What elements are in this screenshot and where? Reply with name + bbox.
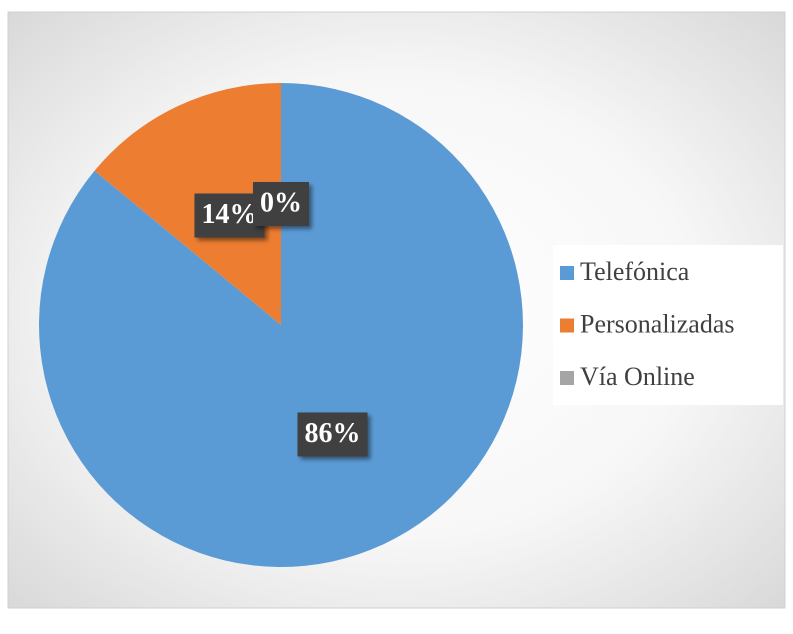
data-label: 14%	[194, 193, 265, 238]
data-label-box	[297, 412, 368, 457]
data-label-box	[194, 193, 265, 238]
legend-swatch	[560, 266, 574, 280]
legend-box	[553, 245, 783, 405]
data-label-text: 86%	[305, 418, 361, 449]
legend-label: Telefónica	[580, 257, 690, 286]
data-label-box	[253, 182, 309, 226]
legend-swatch	[560, 318, 574, 333]
data-label: 0%	[253, 182, 309, 226]
legend-label: Vía Online	[580, 362, 695, 391]
pie-slice	[94, 83, 281, 325]
legend-label: Personalizadas	[580, 309, 735, 338]
data-label-text: 0%	[260, 187, 302, 218]
legend-swatch	[560, 371, 574, 385]
data-label: 86%	[297, 412, 368, 457]
data-label-text: 14%	[201, 199, 257, 230]
